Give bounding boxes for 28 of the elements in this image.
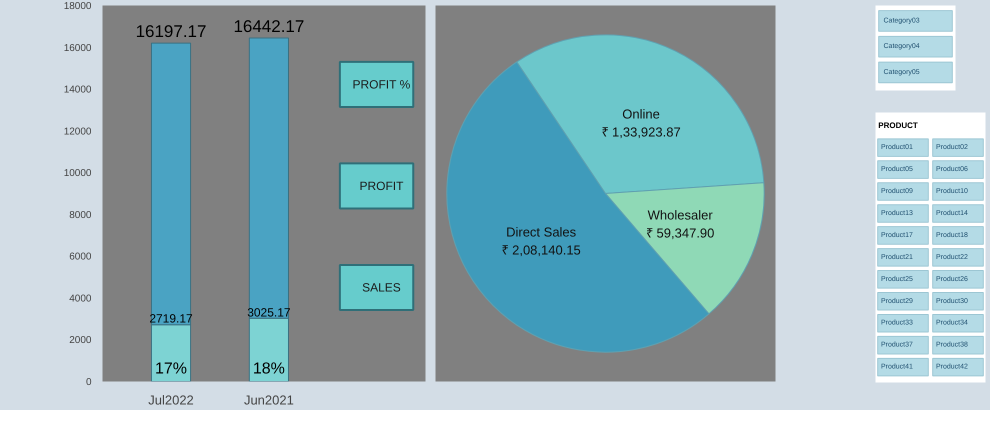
y-tick-label: 4000 bbox=[69, 293, 92, 304]
y-tick-label: 18000 bbox=[64, 1, 92, 12]
text: PRODUCT bbox=[878, 121, 918, 130]
data-label: 3025.17 bbox=[247, 305, 291, 320]
slice-label: Wholesaler bbox=[648, 207, 714, 222]
y-tick-label: 12000 bbox=[64, 126, 92, 138]
data-label: ₹ 59,347.90 bbox=[646, 225, 714, 240]
annotation: 17% bbox=[155, 360, 188, 378]
slice-label: Online bbox=[622, 106, 660, 122]
text: PROFIT bbox=[359, 178, 404, 193]
data-label: ₹ 2,08,140.15 bbox=[501, 242, 581, 258]
total-label: 16197.17 bbox=[136, 22, 206, 42]
slice-label: Direct Sales bbox=[506, 224, 577, 240]
y-tick-label: 14000 bbox=[64, 84, 92, 96]
x-tick-label: Jun2021 bbox=[244, 392, 294, 408]
y-tick-label: 6000 bbox=[69, 252, 92, 263]
y-tick-label: 2000 bbox=[69, 335, 92, 346]
y-tick-label: 0 bbox=[86, 377, 92, 388]
data-label: 2719.17 bbox=[149, 312, 194, 326]
y-tick-label: 10000 bbox=[64, 168, 92, 180]
data-label: ₹ 1,33,923.87 bbox=[601, 124, 681, 140]
text: SALES bbox=[362, 280, 401, 294]
x-tick-label: Jul2022 bbox=[148, 392, 194, 408]
total-label: 16442.17 bbox=[233, 17, 304, 36]
annotation: 18% bbox=[252, 360, 285, 378]
y-tick-label: 8000 bbox=[69, 210, 92, 221]
text: PROFIT % bbox=[352, 77, 411, 92]
y-tick-label: 16000 bbox=[64, 42, 92, 54]
